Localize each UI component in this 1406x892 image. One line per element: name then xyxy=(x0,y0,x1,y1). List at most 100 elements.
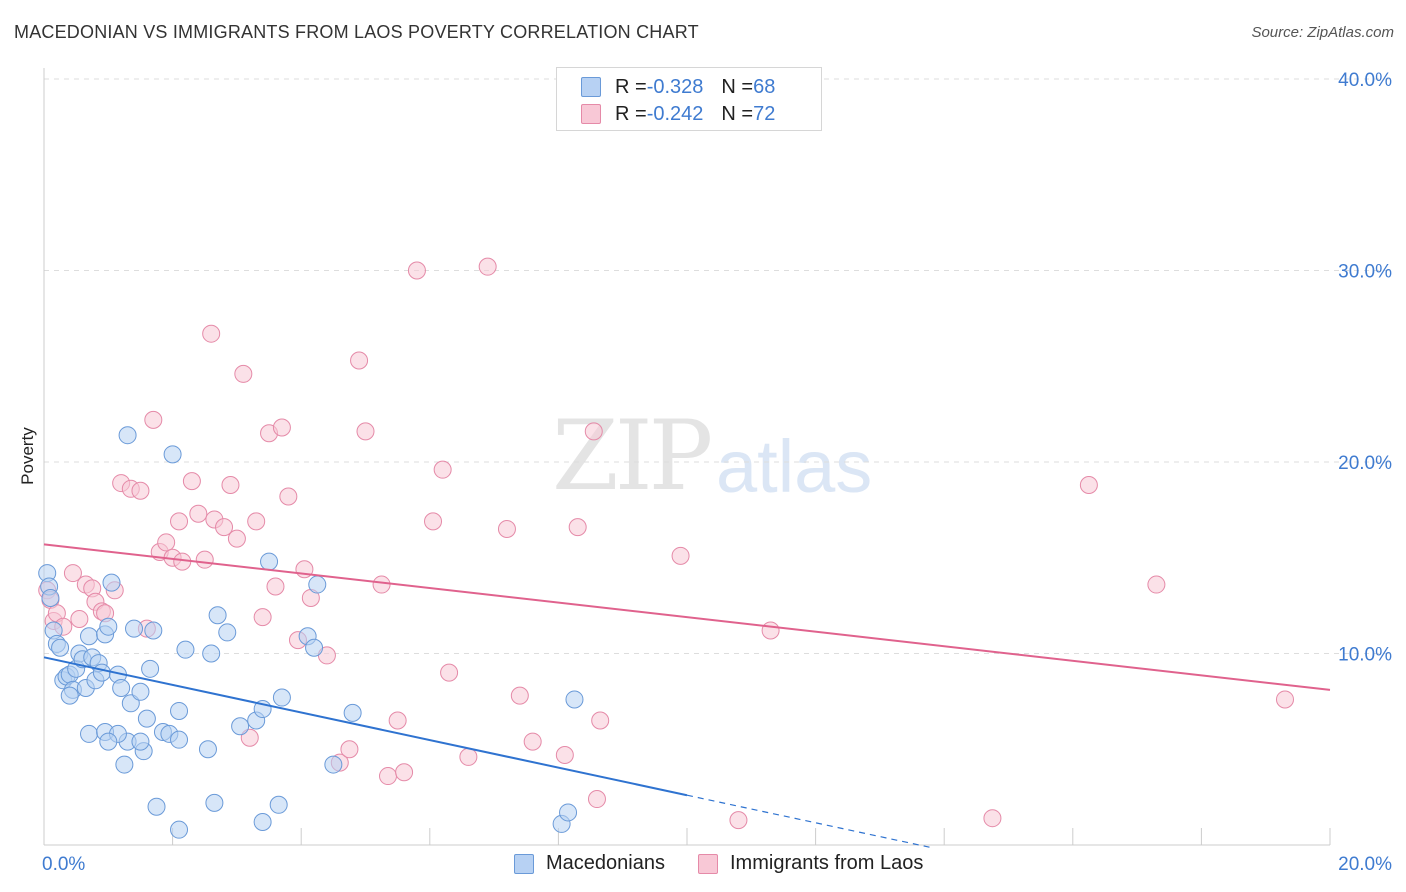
y-tick-label: 30.0% xyxy=(1338,262,1392,283)
laos-point xyxy=(202,324,221,343)
laos-point xyxy=(70,610,89,629)
macedonian-point xyxy=(202,644,221,663)
macedonian-point xyxy=(80,724,99,743)
chart-title: MACEDONIAN VS IMMIGRANTS FROM LAOS POVER… xyxy=(14,22,699,42)
laos-point xyxy=(247,512,266,531)
legend-n-label: N = xyxy=(721,102,754,125)
macedonian-point xyxy=(272,688,291,707)
laos-point xyxy=(1275,690,1294,709)
legend-swatch-blue xyxy=(581,77,601,97)
macedonian-point xyxy=(208,606,227,625)
laos-point xyxy=(266,577,285,596)
y-tick-labels: 10.0% 20.0% 30.0% 40.0% xyxy=(1338,70,1392,666)
macedonian-point xyxy=(147,797,166,816)
macedonian-point xyxy=(170,820,189,839)
legend-item-macedonians: Macedonians xyxy=(514,852,665,875)
macedonian-point xyxy=(170,701,189,720)
macedonian-point xyxy=(269,795,288,814)
source-label: Source: ZipAtlas.com xyxy=(1251,24,1394,41)
laos-point xyxy=(240,728,259,747)
series-laos-points xyxy=(38,257,1294,830)
laos-point xyxy=(215,518,234,537)
laos-point xyxy=(272,418,291,437)
laos-point xyxy=(497,520,516,539)
laos-point xyxy=(510,686,529,705)
series-macedonians-points xyxy=(38,426,584,839)
legend-label-laos: Immigrants from Laos xyxy=(730,852,924,874)
laos-point xyxy=(584,422,603,441)
correlation-legend: R = -0.328 N = 68 R = -0.242 N = 72 xyxy=(556,67,822,131)
laos-point xyxy=(144,410,163,429)
macedonians-trend-extension xyxy=(686,794,932,849)
macedonian-point xyxy=(170,730,189,749)
watermark-zip: ZIP xyxy=(552,400,713,512)
laos-point xyxy=(761,621,780,640)
laos-point xyxy=(170,512,189,531)
laos-point xyxy=(587,790,606,809)
laos-point xyxy=(1079,475,1098,494)
macedonian-point xyxy=(559,803,578,822)
macedonian-point xyxy=(41,588,60,607)
laos-trend-line xyxy=(43,543,1331,691)
macedonian-point xyxy=(118,426,137,445)
laos-point xyxy=(523,732,542,751)
legend-item-laos: Immigrants from Laos xyxy=(698,852,923,875)
laos-point xyxy=(253,608,272,627)
laos-point xyxy=(227,529,246,548)
macedonian-point xyxy=(102,573,121,592)
laos-point xyxy=(424,512,443,531)
macedonian-point xyxy=(99,732,118,751)
legend-swatch-pink xyxy=(698,853,718,874)
laos-point xyxy=(157,533,176,552)
macedonian-point xyxy=(141,659,160,678)
laos-point xyxy=(350,351,369,370)
legend-n-value: 68 xyxy=(753,75,776,98)
laos-point xyxy=(478,257,497,276)
legend-n-value: 72 xyxy=(753,102,776,125)
macedonian-point xyxy=(99,617,118,636)
x-tick-labels: 0.0% 20.0% xyxy=(42,854,1392,875)
laos-point xyxy=(433,460,452,479)
laos-point xyxy=(63,564,82,583)
macedonian-point xyxy=(176,640,195,659)
macedonian-point xyxy=(80,627,99,646)
macedonian-point xyxy=(305,638,324,657)
legend-label-macedonians: Macedonians xyxy=(546,852,665,874)
macedonian-point xyxy=(137,709,156,728)
legend-r-label: R = xyxy=(615,102,647,125)
macedonian-point xyxy=(121,694,140,713)
macedonian-point xyxy=(131,732,150,751)
macedonian-point xyxy=(60,686,79,705)
macedonian-point xyxy=(205,793,224,812)
macedonian-point xyxy=(115,755,134,774)
macedonian-point xyxy=(51,638,70,657)
laos-point xyxy=(407,261,426,280)
macedonian-point xyxy=(144,621,163,640)
laos-point xyxy=(182,472,201,491)
macedonian-point xyxy=(324,755,343,774)
laos-point xyxy=(372,575,391,594)
laos-point xyxy=(555,745,574,764)
laos-point xyxy=(356,422,375,441)
laos-point xyxy=(379,767,398,786)
macedonian-point xyxy=(260,552,279,571)
laos-point xyxy=(568,518,587,537)
legend-swatch-blue xyxy=(514,853,534,874)
macedonian-point xyxy=(253,813,272,832)
laos-point xyxy=(983,809,1002,828)
laos-point xyxy=(195,550,214,569)
laos-point xyxy=(459,747,478,766)
macedonian-point xyxy=(198,740,217,759)
laos-point xyxy=(440,663,459,682)
laos-point xyxy=(395,763,414,782)
y-tick-label: 20.0% xyxy=(1338,453,1392,474)
laos-point xyxy=(671,546,690,565)
legend-r-label: R = xyxy=(615,75,647,98)
legend-row-macedonians: R = -0.328 N = 68 xyxy=(581,75,775,99)
macedonians-trend-line xyxy=(43,656,688,797)
macedonian-point xyxy=(125,619,144,638)
trend-lines xyxy=(43,543,1331,849)
y-tick-label: 10.0% xyxy=(1338,645,1392,666)
laos-point xyxy=(1147,575,1166,594)
